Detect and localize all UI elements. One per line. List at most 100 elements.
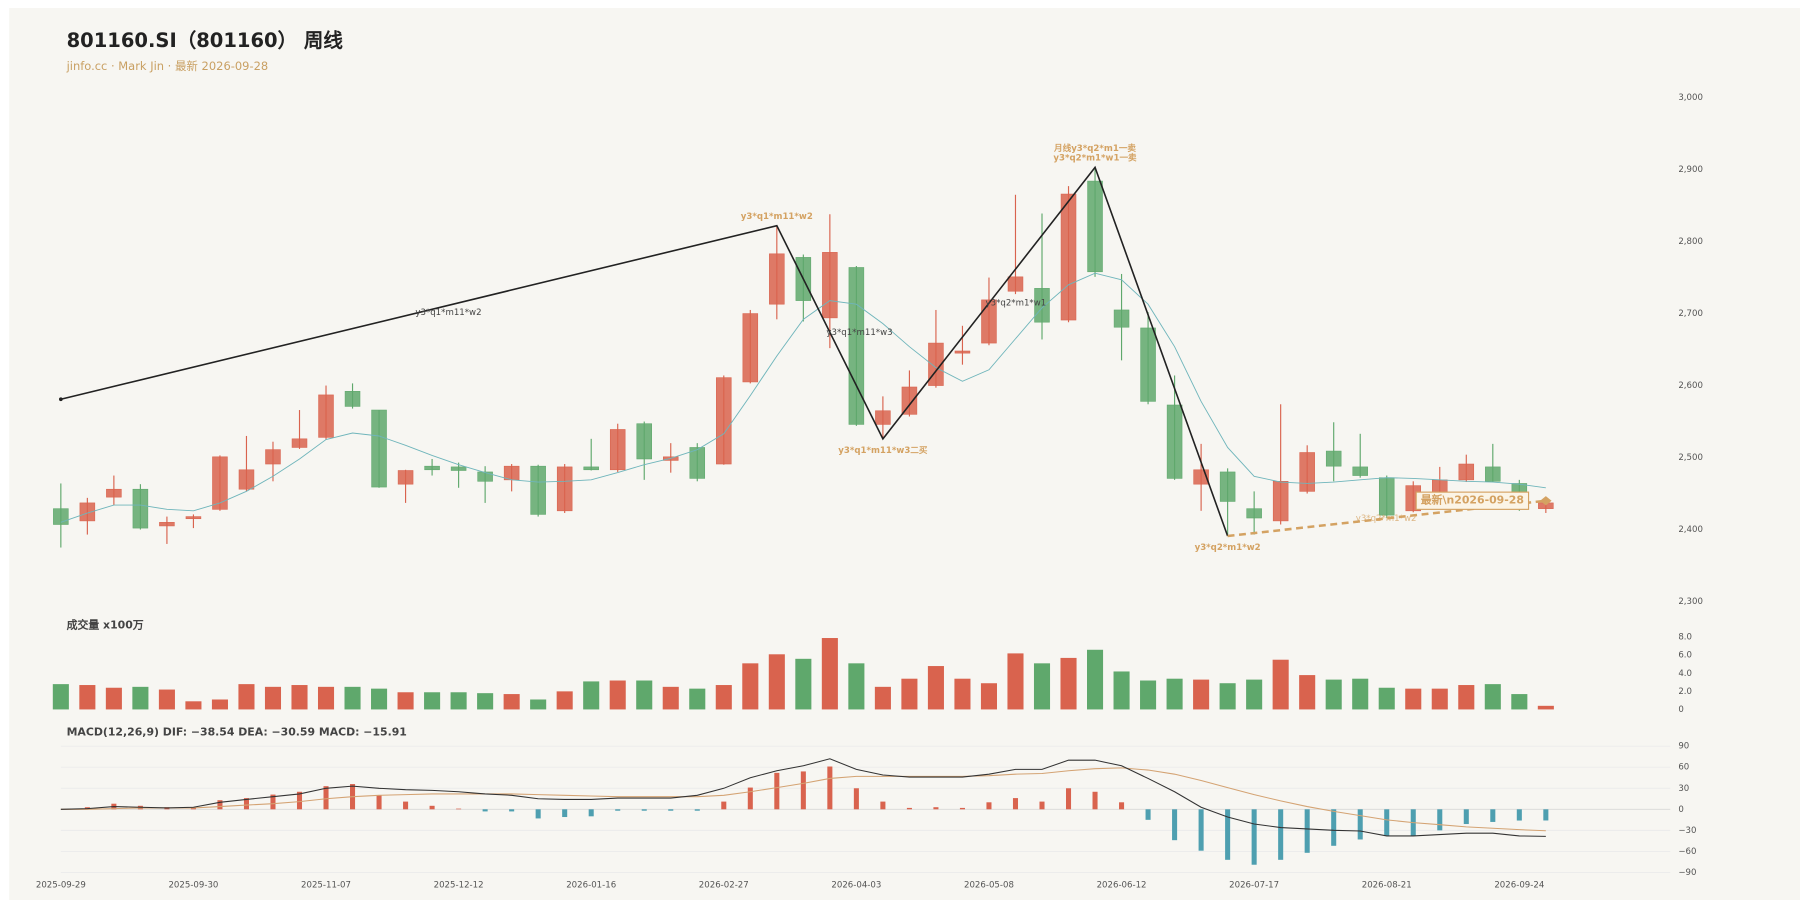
volume-bar bbox=[980, 683, 998, 710]
volume-bar bbox=[317, 686, 335, 710]
volume-bar bbox=[1458, 685, 1475, 710]
volume-bar bbox=[1140, 680, 1157, 710]
candle-body bbox=[1246, 508, 1262, 519]
candle-body bbox=[265, 449, 281, 465]
volume-bar bbox=[132, 686, 149, 710]
macd-bar bbox=[986, 802, 992, 810]
macd-bar bbox=[880, 801, 886, 810]
candle-body bbox=[1113, 309, 1130, 328]
macd-bar bbox=[1012, 798, 1019, 810]
macd-bar bbox=[535, 809, 541, 819]
volume-bar bbox=[1246, 679, 1263, 710]
macd-bar bbox=[827, 766, 833, 810]
dif-line bbox=[60, 758, 1546, 837]
pivot-label: y3*q2*m1*w1一卖 bbox=[1053, 152, 1137, 164]
macd-bar bbox=[1543, 809, 1549, 821]
pivot-label: y3*q2*m1*w2 bbox=[1195, 543, 1261, 553]
candle-body bbox=[981, 299, 997, 344]
pivot-label: y3*q1*m11*w3二买 bbox=[838, 445, 928, 456]
macd-bar bbox=[1304, 809, 1310, 853]
macd-bar bbox=[456, 808, 462, 810]
macd-bar bbox=[933, 807, 939, 810]
macd-bar bbox=[1172, 809, 1178, 841]
volume-bar bbox=[185, 701, 202, 710]
candle-body bbox=[450, 466, 467, 471]
volume-bar bbox=[371, 688, 388, 710]
macd-bar bbox=[1225, 809, 1231, 860]
y-tick-label: 8.0 bbox=[1678, 633, 1692, 643]
volume-title: 成交量 x100万 bbox=[67, 618, 144, 632]
macd-bar bbox=[217, 800, 223, 810]
candle-body bbox=[1352, 466, 1368, 476]
volume-bar bbox=[1299, 675, 1316, 710]
volume-bar bbox=[689, 688, 706, 710]
segment-label: y3*q2*m1*w2 bbox=[1356, 514, 1417, 524]
volume-bar bbox=[715, 685, 732, 710]
candle-body bbox=[477, 471, 493, 482]
volume-bar bbox=[583, 681, 600, 710]
candle-body bbox=[185, 516, 202, 520]
macd-bar bbox=[1331, 809, 1337, 846]
candle-body bbox=[556, 466, 573, 512]
candle-body bbox=[1378, 477, 1395, 516]
segment-label: y3*q2*m1*w1 bbox=[986, 299, 1047, 309]
volume-bar bbox=[1007, 653, 1024, 710]
volume-bar bbox=[1272, 659, 1289, 710]
x-tick-label: 2026-01-16 bbox=[566, 881, 616, 891]
volume-bar bbox=[1113, 671, 1130, 710]
y-tick-label: 3,000 bbox=[1678, 93, 1703, 103]
candle-body bbox=[1272, 481, 1289, 522]
volume-bar bbox=[503, 694, 520, 710]
y-tick-label: 60 bbox=[1678, 763, 1689, 773]
macd-bar bbox=[1251, 809, 1257, 865]
y-tick-label: 90 bbox=[1678, 742, 1689, 752]
macd-bar bbox=[429, 805, 435, 810]
x-tick-label: 2025-09-29 bbox=[36, 881, 86, 891]
volume-bar bbox=[609, 680, 626, 710]
macd-bar bbox=[1384, 809, 1390, 836]
volume-bar bbox=[1352, 678, 1369, 710]
candle-body bbox=[238, 469, 255, 490]
volume-bar bbox=[52, 684, 69, 710]
ma-line bbox=[60, 272, 1546, 523]
volume-bar bbox=[477, 693, 494, 710]
volume-bar bbox=[291, 685, 308, 710]
candle-body bbox=[1087, 180, 1103, 273]
x-tick-label: 2026-06-12 bbox=[1097, 881, 1147, 891]
macd-bar bbox=[1119, 802, 1125, 810]
candle-body bbox=[291, 438, 308, 448]
candle-body bbox=[530, 465, 546, 515]
chart-title: 801160.SI（801160） 周线 bbox=[67, 29, 344, 52]
macd-bar bbox=[1490, 809, 1496, 822]
x-tick-label: 2026-07-17 bbox=[1229, 881, 1279, 891]
y-tick-label: 2,300 bbox=[1678, 597, 1703, 607]
y-tick-label: 2,500 bbox=[1678, 453, 1703, 463]
candle-body bbox=[848, 267, 865, 425]
volume-bar bbox=[768, 654, 785, 710]
macd-bar bbox=[747, 787, 753, 810]
volume-bar bbox=[79, 685, 96, 710]
candle-body bbox=[689, 447, 706, 479]
volume-bar bbox=[636, 680, 653, 710]
volume-bar bbox=[238, 684, 255, 710]
volume-bar bbox=[344, 686, 361, 710]
macd-bar bbox=[296, 791, 303, 810]
latest-label-box bbox=[1415, 491, 1530, 510]
candle-body bbox=[1007, 276, 1024, 292]
volume-bar bbox=[1033, 663, 1051, 710]
macd-bar bbox=[774, 772, 780, 810]
volume-bar bbox=[264, 686, 282, 710]
y-tick-label: 4.0 bbox=[1678, 669, 1692, 679]
chart-subtitle: jinfo.cc · Mark Jin · 最新 2026-09-28 bbox=[66, 59, 269, 73]
macd-bar bbox=[1092, 791, 1098, 810]
candle-body bbox=[371, 409, 387, 488]
volume-bar bbox=[105, 687, 122, 710]
volume-bar bbox=[556, 691, 573, 710]
macd-bar bbox=[376, 795, 382, 810]
volume-bar bbox=[1378, 687, 1395, 710]
macd-bar bbox=[641, 809, 647, 811]
y-tick-label: 30 bbox=[1678, 784, 1689, 794]
x-tick-label: 2026-04-03 bbox=[831, 881, 881, 891]
candle-body bbox=[954, 350, 971, 354]
volume-bar bbox=[1537, 705, 1554, 710]
